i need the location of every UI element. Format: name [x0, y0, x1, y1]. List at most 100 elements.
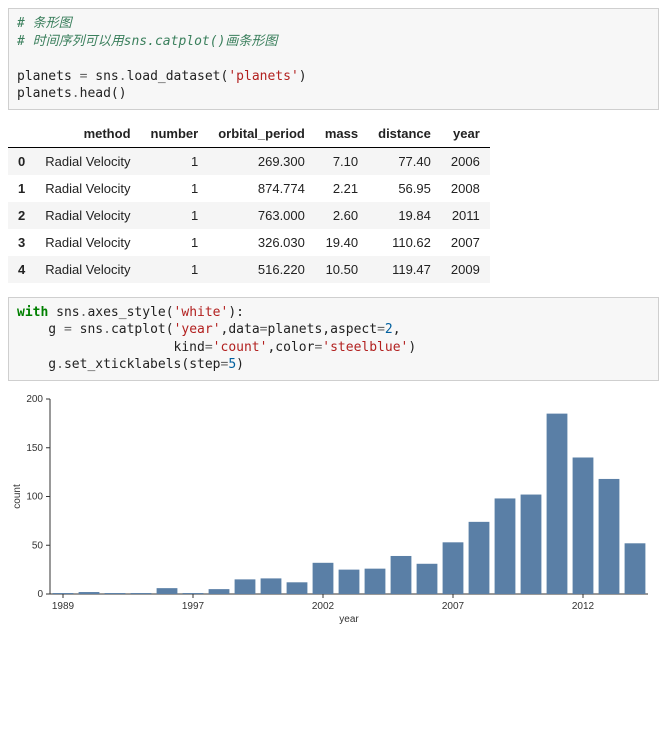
code-text: ) [408, 340, 416, 355]
code-op: = [377, 322, 385, 337]
chart-bar [183, 593, 204, 594]
code-text: set_xticklabels(step [64, 357, 221, 372]
code-comment: # 条形图 [17, 16, 72, 31]
table-column-header: orbital_period [208, 120, 315, 148]
chart-bar [131, 593, 152, 594]
table-cell: 2009 [441, 256, 490, 283]
table-cell: 56.95 [368, 175, 441, 202]
code-text: g [17, 357, 56, 372]
table-cell: 77.40 [368, 147, 441, 175]
table-cell: 19.84 [368, 202, 441, 229]
code-string: 'steelblue' [322, 340, 408, 355]
table-cell: Radial Velocity [35, 202, 140, 229]
code-op: = [64, 322, 72, 337]
code-string: 'planets' [228, 69, 298, 84]
x-tick-label: 2012 [572, 601, 595, 612]
code-op: . [103, 322, 111, 337]
code-text: sns [48, 305, 79, 320]
code-string: 'year' [174, 322, 221, 337]
code-number: 5 [228, 357, 236, 372]
x-tick-label: 2007 [442, 601, 465, 612]
table-column-header: year [441, 120, 490, 148]
table-cell: Radial Velocity [35, 229, 140, 256]
code-comment: # 时间序列可以用sns.catplot()画条形图 [17, 34, 277, 49]
chart-bar [417, 564, 438, 594]
table-row: 3Radial Velocity1326.03019.40110.622007 [8, 229, 490, 256]
y-tick-label: 50 [32, 540, 44, 551]
code-text: , [393, 322, 401, 337]
table-cell: 19.40 [315, 229, 368, 256]
table-cell: Radial Velocity [35, 256, 140, 283]
table-column-header: method [35, 120, 140, 148]
code-text: load_dataset( [127, 69, 229, 84]
code-text: planets,aspect [268, 322, 378, 337]
chart-svg: 0 50 100 150 200 1989 1997 2002 2007 2012 year coun… [8, 391, 658, 626]
code-text: head() [80, 86, 127, 101]
code-op: = [260, 322, 268, 337]
table-cell: 1 [141, 256, 209, 283]
chart-bar [235, 579, 256, 594]
chart-bar [157, 588, 178, 594]
table-cell: 1 [141, 202, 209, 229]
code-text: sns [72, 322, 103, 337]
table-row: 2Radial Velocity1763.0002.6019.842011 [8, 202, 490, 229]
y-tick-label: 0 [37, 589, 43, 600]
chart-bar [625, 543, 646, 594]
y-tick-label: 200 [26, 394, 43, 405]
table-cell: 2006 [441, 147, 490, 175]
table-cell: 874.774 [208, 175, 315, 202]
code-text: kind [17, 340, 205, 355]
chart-bar [79, 592, 100, 594]
chart-bar [391, 556, 412, 594]
code-number: 2 [385, 322, 393, 337]
code-text: ): [228, 305, 244, 320]
chart-bar [495, 498, 516, 594]
table-cell: 110.62 [368, 229, 441, 256]
code-op: . [119, 69, 127, 84]
table-row: 4Radial Velocity1516.22010.50119.472009 [8, 256, 490, 283]
chart-bar [209, 589, 230, 594]
table-cell: 2.21 [315, 175, 368, 202]
y-tick-label: 150 [26, 443, 43, 454]
table-cell: 763.000 [208, 202, 315, 229]
x-axis-label: year [339, 614, 359, 625]
dataframe-output: method number orbital_period mass distan… [8, 120, 659, 283]
table-cell: 119.47 [368, 256, 441, 283]
x-tick-label: 1989 [52, 601, 75, 612]
table-cell: 0 [8, 147, 35, 175]
y-tick-label: 100 [26, 491, 43, 502]
chart-bar [365, 569, 386, 594]
code-text: ,data [221, 322, 260, 337]
table-cell: 516.220 [208, 256, 315, 283]
table-cell: 1 [141, 175, 209, 202]
table-column-header: distance [368, 120, 441, 148]
code-text: planets [17, 69, 80, 84]
table-row: 0Radial Velocity1269.3007.1077.402006 [8, 147, 490, 175]
code-text: ) [299, 69, 307, 84]
table-cell: 1 [141, 147, 209, 175]
code-text: planets [17, 86, 72, 101]
table-cell: 269.300 [208, 147, 315, 175]
table-cell: 1 [141, 229, 209, 256]
x-tick-label: 2002 [312, 601, 335, 612]
table-cell: 2.60 [315, 202, 368, 229]
code-string: 'count' [213, 340, 268, 355]
code-cell-1: # 条形图 # 时间序列可以用sns.catplot()画条形图 planets… [8, 8, 659, 110]
x-tick-label: 1997 [182, 601, 205, 612]
code-op: . [56, 357, 64, 372]
table-cell: 326.030 [208, 229, 315, 256]
table-cell: 2008 [441, 175, 490, 202]
code-string: 'white' [174, 305, 229, 320]
table-cell: 1 [8, 175, 35, 202]
chart-bar [339, 570, 360, 594]
y-axis-label: count [12, 484, 23, 509]
code-op: = [205, 340, 213, 355]
chart-bar [53, 593, 74, 594]
code-cell-2: with sns.axes_style('white'): g = sns.ca… [8, 297, 659, 381]
chart-bar [521, 494, 542, 593]
code-text: sns [87, 69, 118, 84]
chart-bar [599, 479, 620, 594]
table-column-header: mass [315, 120, 368, 148]
table-cell: 4 [8, 256, 35, 283]
code-text: ,color [267, 340, 314, 355]
